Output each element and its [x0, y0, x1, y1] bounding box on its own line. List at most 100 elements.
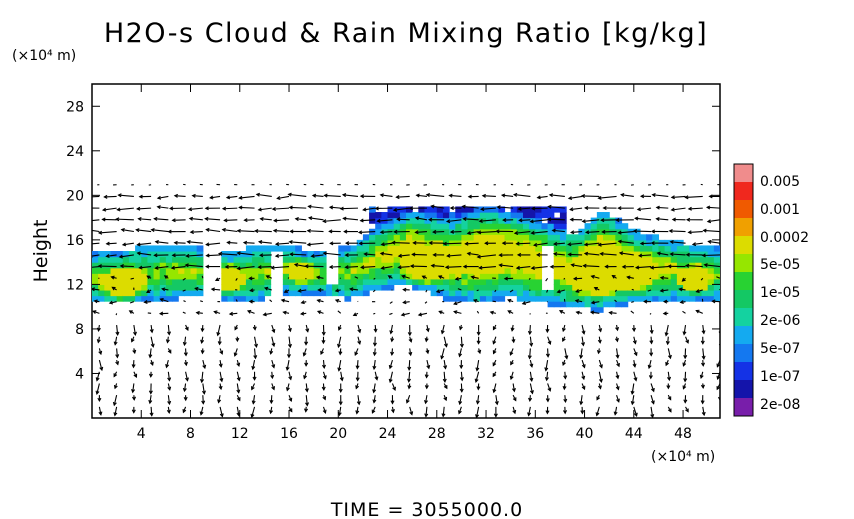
field-cell — [325, 284, 333, 291]
field-cell — [245, 273, 253, 280]
wind-vector-head — [191, 193, 196, 198]
field-cell — [603, 301, 610, 308]
field-cell — [498, 273, 506, 280]
field-cell — [553, 239, 561, 247]
wind-vector — [656, 218, 669, 221]
field-cell — [436, 256, 444, 263]
field-cell — [658, 278, 666, 285]
field-cell — [159, 262, 167, 269]
wind-vector-head — [342, 216, 347, 221]
field-cell — [227, 262, 235, 269]
wind-vector-head — [288, 376, 293, 381]
field-cell — [670, 256, 678, 263]
wind-vector — [361, 266, 376, 269]
field-cell — [522, 217, 530, 224]
field-cell — [172, 262, 179, 269]
wind-vector — [183, 383, 187, 392]
chart-title: H2O-s Cloud & Rain Mixing Ratio [kg/kg] — [104, 18, 708, 49]
field-cell — [486, 289, 493, 297]
wind-vector-head — [118, 254, 123, 259]
field-cell — [504, 273, 512, 280]
wind-vector-head — [189, 230, 194, 235]
field-cell — [646, 262, 653, 269]
field-cell — [510, 278, 518, 285]
wind-vector — [322, 360, 325, 368]
wind-vector — [688, 230, 703, 233]
field-cell — [492, 206, 499, 213]
wind-vector-head — [213, 310, 218, 315]
wind-vector-head — [424, 399, 428, 405]
wind-vector — [392, 242, 410, 244]
field-cell — [590, 295, 598, 302]
field-cell — [449, 223, 456, 230]
field-cell — [412, 245, 419, 252]
wind-vector — [401, 312, 410, 316]
wind-vector — [132, 383, 135, 393]
field-cell — [153, 278, 161, 285]
wind-vector-head — [110, 275, 115, 280]
field-cell — [178, 278, 185, 285]
wind-vector-head — [476, 254, 481, 259]
wind-vector-head — [205, 264, 210, 269]
wind-vector-head — [204, 206, 209, 211]
field-cell — [424, 245, 432, 252]
field-cell — [122, 251, 130, 258]
wind-vector-head — [271, 206, 276, 211]
field-cell — [350, 284, 358, 291]
wind-vector-head — [304, 341, 309, 346]
wind-vector-head — [407, 366, 412, 371]
wind-vector-head — [92, 287, 95, 292]
field-cell — [233, 262, 241, 269]
field-cell — [639, 234, 647, 241]
field-cell — [258, 295, 265, 302]
field-cell — [596, 289, 604, 297]
field-cell — [252, 256, 259, 263]
wind-vector-head — [476, 230, 482, 235]
wind-vector — [703, 229, 720, 233]
time-label: TIME = 3055000.0 — [330, 499, 523, 519]
field-cell — [572, 256, 579, 263]
wind-vector — [117, 207, 134, 211]
wind-vector-head — [115, 354, 120, 359]
wind-vector-head — [649, 329, 654, 335]
wind-vector — [492, 336, 497, 344]
field-cell — [412, 284, 419, 291]
field-cell — [362, 267, 370, 274]
field-cell — [461, 228, 469, 235]
wind-vector-head — [484, 241, 489, 246]
field-cell — [319, 251, 327, 258]
field-cell — [683, 251, 690, 258]
wind-vector — [289, 206, 307, 209]
field-cell — [504, 217, 512, 224]
field-cell — [492, 278, 499, 285]
wind-vector-head — [360, 265, 365, 270]
wind-vector-head — [664, 332, 669, 337]
wind-vector-head — [517, 206, 522, 211]
field-cell — [541, 212, 549, 219]
field-cell — [264, 245, 272, 252]
wind-vector-head — [111, 286, 116, 291]
field-cell — [615, 278, 623, 285]
wind-vector — [157, 206, 169, 209]
wind-vector-head — [182, 409, 187, 414]
field-cell — [559, 206, 567, 213]
field-cell — [504, 256, 512, 263]
wind-vector-head — [666, 385, 671, 390]
field-cell — [652, 295, 660, 302]
wind-vector — [639, 254, 652, 257]
wind-vector-head — [585, 230, 590, 235]
wind-vector — [696, 310, 703, 314]
wind-vector — [307, 230, 324, 233]
field-cell — [683, 289, 690, 297]
wind-vector-head — [655, 216, 660, 221]
wind-vector-head — [344, 241, 350, 246]
field-cell — [522, 295, 530, 302]
wind-vector-head — [380, 265, 385, 270]
field-cell — [584, 278, 592, 285]
wind-vector-head — [392, 207, 398, 212]
wind-vector — [109, 301, 117, 304]
wind-vector-head — [682, 385, 687, 390]
wind-vector — [200, 300, 203, 303]
field-cell — [442, 289, 450, 297]
wind-vector-head — [395, 195, 400, 200]
